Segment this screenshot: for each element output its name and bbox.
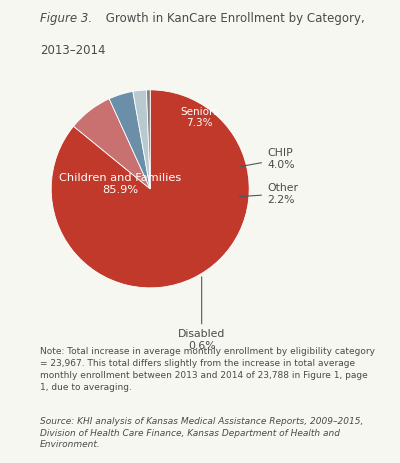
Text: Seniors
7.3%: Seniors 7.3% bbox=[180, 107, 219, 128]
Wedge shape bbox=[146, 90, 150, 189]
Text: 2013–2014: 2013–2014 bbox=[40, 44, 106, 56]
Wedge shape bbox=[74, 99, 150, 189]
Text: Children and Families
85.9%: Children and Families 85.9% bbox=[59, 173, 182, 195]
Wedge shape bbox=[133, 90, 150, 189]
Text: Other
2.2%: Other 2.2% bbox=[239, 183, 298, 205]
Text: CHIP
4.0%: CHIP 4.0% bbox=[240, 148, 295, 170]
Text: Figure 3.: Figure 3. bbox=[40, 12, 92, 25]
Text: Disabled
0.6%: Disabled 0.6% bbox=[178, 277, 225, 351]
Text: Source: KHI analysis of Kansas Medical Assistance Reports, 2009–2015,
Division o: Source: KHI analysis of Kansas Medical A… bbox=[40, 417, 363, 449]
Wedge shape bbox=[109, 91, 150, 189]
Wedge shape bbox=[51, 90, 249, 288]
Text: Note: Total increase in average monthly enrollment by eligibility category
= 23,: Note: Total increase in average monthly … bbox=[40, 347, 375, 392]
Text: Growth in KanCare Enrollment by Category,: Growth in KanCare Enrollment by Category… bbox=[102, 12, 364, 25]
